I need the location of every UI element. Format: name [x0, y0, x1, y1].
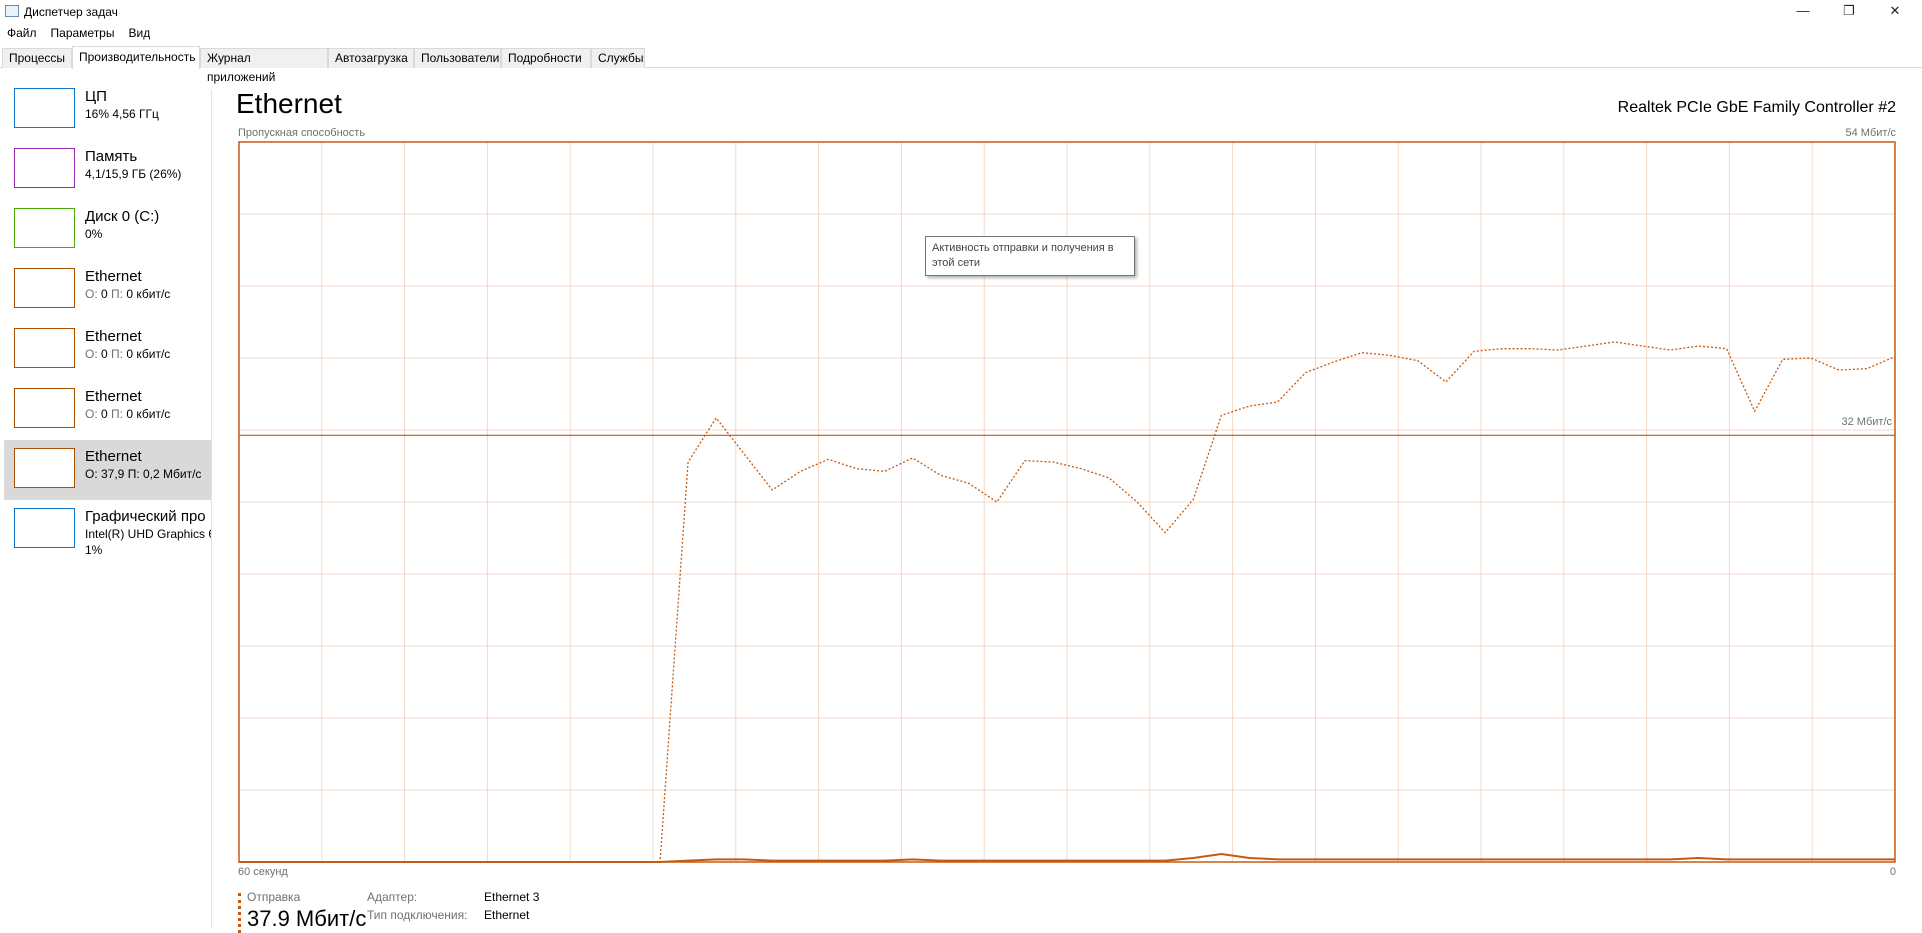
menu-bar: Файл Параметры Вид	[0, 26, 157, 42]
tooltip: Активность отправки и получения в этой с…	[925, 236, 1135, 276]
thumbnail-graph	[14, 448, 75, 488]
close-icon[interactable]: ✕	[1889, 3, 1901, 18]
sidebar-item[interactable]: ЦП 16% 4,56 ГГц	[4, 80, 211, 140]
sidebar-item-value: О: 0 П: 0 кбит/с	[85, 407, 171, 421]
sidebar-item-value: О: 0 П: 0 кбит/с	[85, 347, 171, 361]
minimize-icon[interactable]: —	[1796, 3, 1810, 18]
sidebar-item-value: Intel(R) UHD Graphics 630	[85, 527, 211, 541]
sidebar-item-label: ЦП	[85, 88, 107, 105]
sidebar-item-value: 4,1/15,9 ГБ (26%)	[85, 167, 182, 181]
y-max-label: 54 Мбит/с	[1845, 127, 1897, 139]
sidebar-item-label: Графический про	[85, 508, 206, 525]
adapter-value: Ethernet 3	[484, 890, 540, 904]
thumbnail-graph	[14, 388, 75, 428]
sidebar-item-label: Ethernet	[85, 268, 142, 285]
sidebar-item-label: Диск 0 (C:)	[85, 208, 160, 225]
adapter-model: Realtek PCIe GbE Family Controller #2	[1617, 99, 1896, 116]
sidebar-item[interactable]: Память 4,1/15,9 ГБ (26%)	[4, 140, 211, 200]
tab-startup[interactable]: Автозагрузка	[328, 48, 414, 68]
connection-type-label: Тип подключения:	[367, 908, 468, 922]
sidebar-item-label: Ethernet	[85, 388, 142, 405]
menu-view[interactable]: Вид	[128, 26, 151, 40]
tab-performance[interactable]: Производительность	[72, 46, 200, 69]
tab-details[interactable]: Подробности	[501, 48, 591, 68]
thumbnail-graph	[14, 268, 75, 308]
sidebar-item-label: Ethernet	[85, 448, 142, 465]
menu-file[interactable]: Файл	[7, 26, 37, 40]
tab-app-history[interactable]: Журнал приложений	[200, 48, 328, 84]
sidebar-item[interactable]: Графический про Intel(R) UHD Graphics 630…	[4, 500, 211, 560]
sidebar-item[interactable]: Ethernet О: 0 П: 0 кбит/с	[4, 260, 211, 320]
tab-processes[interactable]: Процессы	[2, 48, 72, 68]
sidebar-item[interactable]: Ethernet О: 0 П: 0 кбит/с	[4, 320, 211, 380]
send-legend-marker	[238, 893, 241, 933]
tab-bar: Процессы Производительность Журнал прило…	[0, 46, 1922, 84]
sidebar-item-value: О: 37,9 П: 0,2 Мбит/с	[85, 467, 202, 481]
sidebar-item[interactable]: Ethernet О: 0 П: 0 кбит/с	[4, 380, 211, 440]
thumbnail-graph	[14, 148, 75, 188]
thumbnail-graph	[14, 88, 75, 128]
tab-users[interactable]: Пользователи	[414, 48, 501, 68]
divider	[211, 90, 212, 928]
thumbnail-graph	[14, 208, 75, 248]
task-manager-icon	[5, 5, 19, 17]
x-right-label: 0	[1889, 866, 1896, 878]
title-bar: Диспетчер задач — ❐ ✕	[0, 0, 1922, 24]
sidebar: ЦП 16% 4,56 ГГц Память 4,1/15,9 ГБ (26%) Д…	[0, 80, 211, 928]
tab-services[interactable]: Службы	[591, 48, 645, 68]
y-axis-label: Пропускная способность	[238, 127, 366, 139]
thumbnail-graph	[14, 328, 75, 368]
x-left-label: 60 секунд	[238, 866, 288, 878]
sidebar-item-value: 16% 4,56 ГГц	[85, 107, 159, 121]
chart-border	[238, 141, 1896, 863]
sidebar-item-value: О: 0 П: 0 кбит/с	[85, 287, 171, 301]
sidebar-item-value: 0%	[85, 227, 103, 241]
menu-options[interactable]: Параметры	[50, 26, 115, 40]
adapter-label: Адаптер:	[367, 890, 418, 904]
window-title: Диспетчер задач	[24, 5, 118, 19]
thumbnail-graph	[14, 508, 75, 548]
sidebar-item-label: Память	[85, 148, 138, 165]
sidebar-item[interactable]: Диск 0 (C:) 0%	[4, 200, 211, 260]
scale-line-label: 32 Мбит/с	[1841, 416, 1893, 428]
sidebar-item-usage: 1%	[85, 543, 103, 557]
receive-series-line	[239, 852, 1895, 863]
send-label: Отправка	[247, 890, 301, 904]
sidebar-item[interactable]: Ethernet О: 37,9 П: 0,2 Мбит/с	[4, 440, 211, 500]
connection-type-value: Ethernet	[484, 908, 530, 922]
restore-icon[interactable]: ❐	[1843, 3, 1855, 18]
sidebar-item-label: Ethernet	[85, 328, 142, 345]
send-value: 37.9 Мбит/с	[247, 906, 367, 931]
page-title: Ethernet	[236, 88, 342, 119]
